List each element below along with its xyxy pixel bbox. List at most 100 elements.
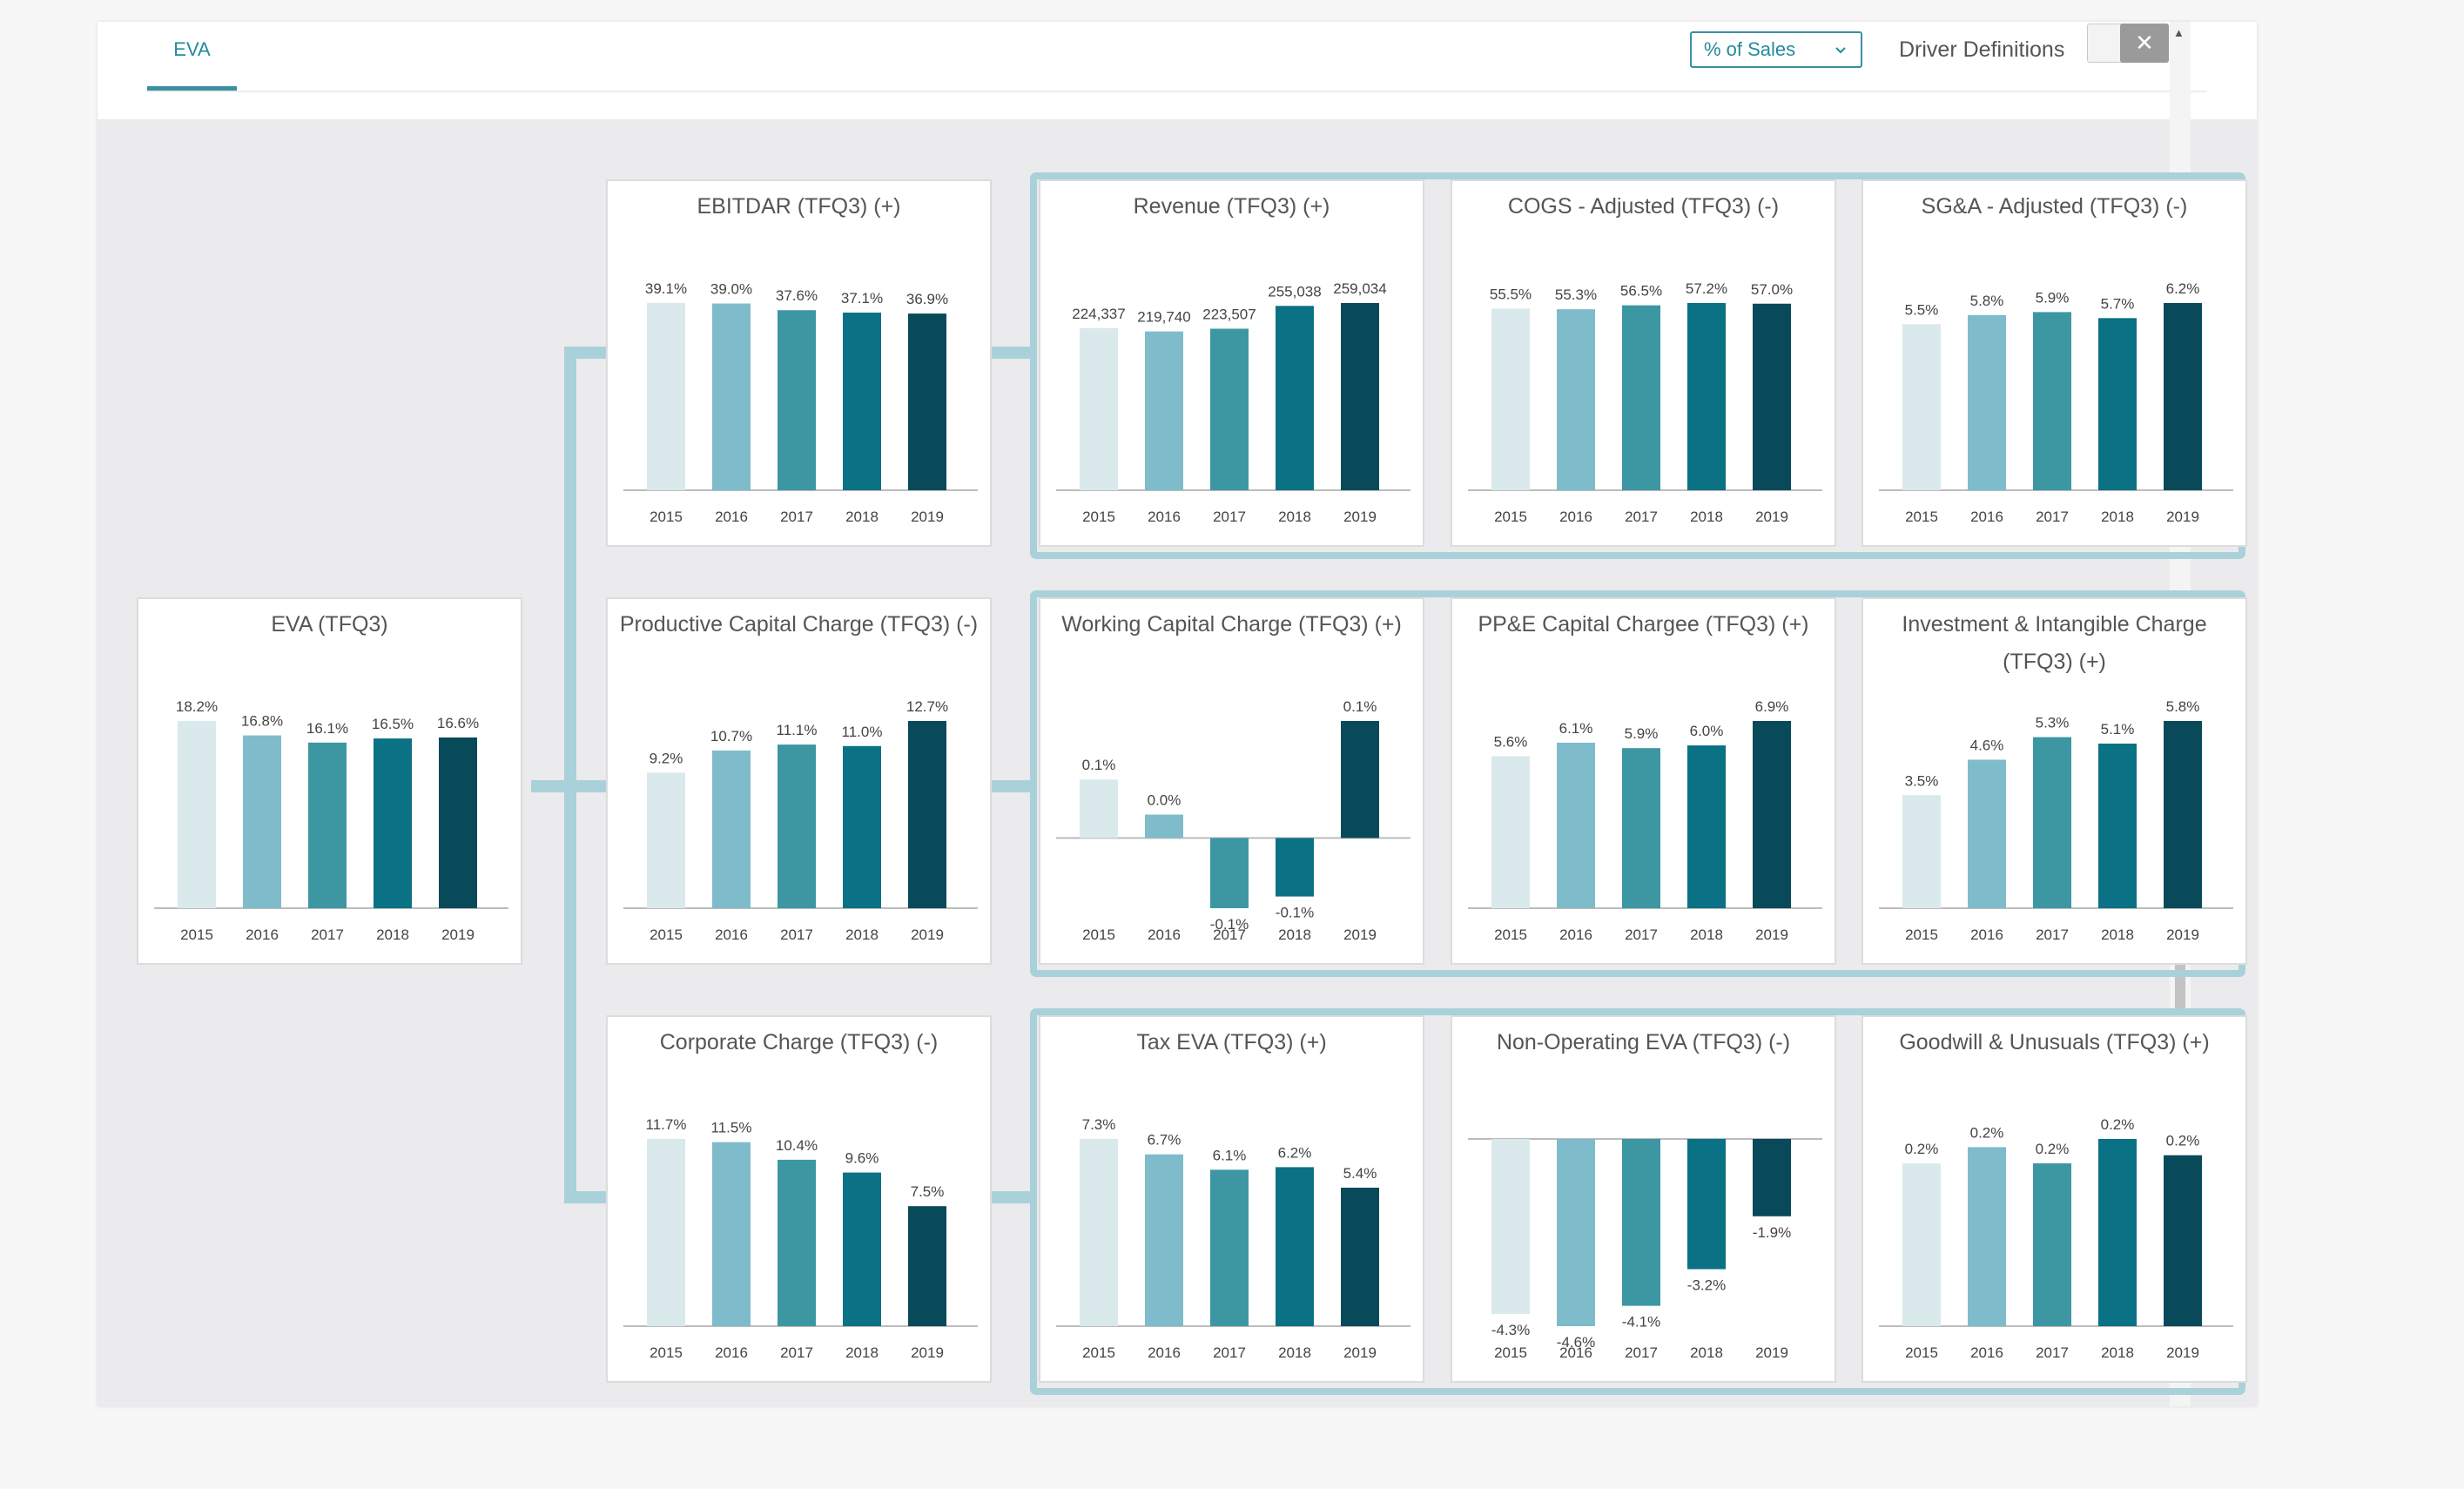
data-label: 57.2% [1686, 280, 1727, 297]
chart-bar [1341, 1187, 1379, 1326]
x-tick-label: 2016 [715, 926, 748, 943]
card-title: EVA (TFQ3) [271, 612, 388, 637]
tab-eva[interactable]: EVA [147, 22, 237, 91]
chart-bar [647, 1139, 685, 1326]
card-sga[interactable]: SG&A - Adjusted (TFQ3) (-) 5.5% 2015 5.8% 2… [1861, 179, 2247, 547]
data-label: 259,034 [1333, 280, 1386, 297]
chart-bar [308, 742, 347, 908]
chart-bar [1210, 328, 1249, 490]
card-title: COGS - Adjusted (TFQ3) (-) [1507, 194, 1780, 219]
chart-bar [778, 310, 816, 490]
data-label: 37.1% [841, 290, 883, 307]
x-tick-label: 2018 [2101, 509, 2134, 525]
card-title: Non-Operating EVA (TFQ3) (-) [1496, 1030, 1791, 1054]
x-tick-label: 2015 [1494, 509, 1527, 525]
x-tick-label: 2016 [1148, 509, 1181, 525]
data-label: 5.7% [2101, 295, 2135, 312]
header-divider [147, 91, 2207, 92]
card-goodwill[interactable]: Goodwill & Unusuals (TFQ3) (+) 0.2% 2015 0… [1861, 1015, 2247, 1383]
data-label: 6.1% [1559, 720, 1593, 737]
card-ppe-capital[interactable]: PP&E Capital Chargee (TFQ3) (+) 5.6% 2015… [1451, 597, 1836, 965]
chart-bar [1753, 1139, 1791, 1216]
x-tick-label: 2017 [1213, 1344, 1246, 1361]
x-tick-label: 2015 [180, 926, 213, 943]
x-tick-label: 2017 [780, 926, 813, 943]
data-label: 0.2% [1905, 1141, 1939, 1157]
chart-bar [1557, 309, 1595, 490]
chart-bar [1080, 1139, 1118, 1326]
data-label: 0.2% [2166, 1133, 2200, 1149]
metric-select[interactable]: % of Sales [1690, 31, 1862, 68]
driver-definitions-label: Driver Definitions [1899, 37, 2065, 62]
x-tick-label: 2017 [2036, 509, 2069, 525]
chart-bar [1622, 305, 1660, 490]
card-tax[interactable]: Tax EVA (TFQ3) (+) 7.3% 2015 6.7% 2016 6.1% 2… [1039, 1015, 1424, 1383]
card-revenue[interactable]: Revenue (TFQ3) (+) 224,337 2015 219,740 201… [1039, 179, 1424, 547]
bar-chart: -4.3% 2015 -4.6%2016 -4.1% 2017 -3.2% 2018 -1.9… [1468, 1138, 1822, 1361]
x-tick-label: 2015 [1905, 1344, 1938, 1361]
data-label: 6.2% [2166, 280, 2200, 297]
tree-connector [992, 347, 1030, 359]
chart-bar [2098, 743, 2137, 908]
chart-bar [1080, 327, 1118, 490]
card-ebitdar[interactable]: EBITDAR (TFQ3) (+) 39.1% 2015 39.0% 2016 37.… [606, 179, 992, 547]
panel-header: EVA % of Sales Driver Definitions ✕ [98, 22, 2257, 119]
card-eva[interactable]: EVA (TFQ3) 18.2% 2015 16.8% 2016 16.1% 2017 16… [137, 597, 522, 965]
x-tick-label: 2019 [2166, 1344, 2199, 1361]
data-label: 10.7% [710, 728, 752, 744]
card-cogs[interactable]: COGS - Adjusted (TFQ3) (-) 55.5% 2015 55.3… [1451, 179, 1836, 547]
card-title: Goodwill & Unusuals (TFQ3) (+) [1899, 1030, 2210, 1054]
card-working-capital[interactable]: Working Capital Charge (TFQ3) (+) 0.1% 20… [1039, 597, 1424, 965]
data-label: 6.9% [1755, 698, 1789, 715]
chart-bar [1080, 779, 1118, 839]
x-tick-label: 2017 [2036, 926, 2069, 943]
card-non-operating[interactable]: Non-Operating EVA (TFQ3) (-) -4.3% 2015 -4… [1451, 1015, 1836, 1383]
data-label: -4.1% [1622, 1314, 1660, 1331]
x-tick-label: 2018 [1690, 926, 1723, 943]
chart-bar [1210, 838, 1249, 908]
card-corporate[interactable]: Corporate Charge (TFQ3) (-) 11.7% 2015 11.… [606, 1015, 992, 1383]
data-label: 5.4% [1343, 1165, 1377, 1182]
chart-bar [1491, 1139, 1530, 1314]
x-tick-label: 2019 [1343, 1344, 1377, 1361]
metric-select-value: % of Sales [1704, 38, 1796, 60]
x-tick-label: 2017 [1213, 509, 1246, 525]
chart-bar [374, 738, 412, 908]
chevron-down-icon [1835, 47, 1846, 54]
card-productive-capital[interactable]: Productive Capital Charge (TFQ3) (-) 9.2… [606, 597, 992, 965]
x-tick-label: 2017 [2036, 1344, 2069, 1361]
x-tick-label: 2016 [1559, 509, 1592, 525]
chart-bar [2164, 1155, 2202, 1326]
bar-chart: 0.1%20150.0%2016-0.1%2017-0.1%20180.1%20… [1056, 698, 1410, 943]
data-label: 11.5% [711, 1120, 752, 1136]
x-tick-label: 2015 [650, 1344, 683, 1361]
card-investment[interactable]: Investment & Intangible Charge (TFQ3) (+… [1861, 597, 2247, 965]
x-tick-label: 2016 [715, 509, 748, 525]
data-label: 3.5% [1905, 772, 1939, 789]
close-icon[interactable]: ✕ [2120, 24, 2169, 63]
data-label: 36.9% [906, 291, 948, 307]
data-label: 4.6% [1970, 737, 2004, 753]
x-tick-label: 2017 [780, 509, 813, 525]
x-tick-label: 2015 [1494, 1344, 1527, 1361]
chart-bar [1622, 748, 1660, 908]
data-label: 6.1% [1213, 1147, 1247, 1163]
x-tick-label: 2019 [441, 926, 475, 943]
chart-bar [843, 312, 881, 490]
data-label: 16.6% [437, 715, 479, 731]
x-tick-label: 2017 [1213, 926, 1246, 943]
chart-bar [778, 1159, 816, 1326]
x-tick-label: 2019 [911, 1344, 944, 1361]
data-label: 9.6% [845, 1150, 879, 1167]
data-label: 39.1% [645, 280, 687, 297]
x-tick-label: 2016 [1970, 509, 2003, 525]
chart-bar [908, 313, 946, 490]
data-label: 224,337 [1072, 306, 1125, 322]
bar-chart: 0.2% 2015 0.2% 2016 0.2% 2017 0.2% 2018 0.2% 2019 [1879, 1116, 2233, 1361]
data-label: 223,507 [1202, 306, 1256, 322]
scroll-up-arrow-icon[interactable]: ▲ [2173, 26, 2185, 39]
tree-connector [564, 347, 608, 359]
data-label: 16.5% [372, 716, 414, 732]
chart-bar [712, 303, 751, 490]
x-tick-label: 2018 [2101, 926, 2134, 943]
